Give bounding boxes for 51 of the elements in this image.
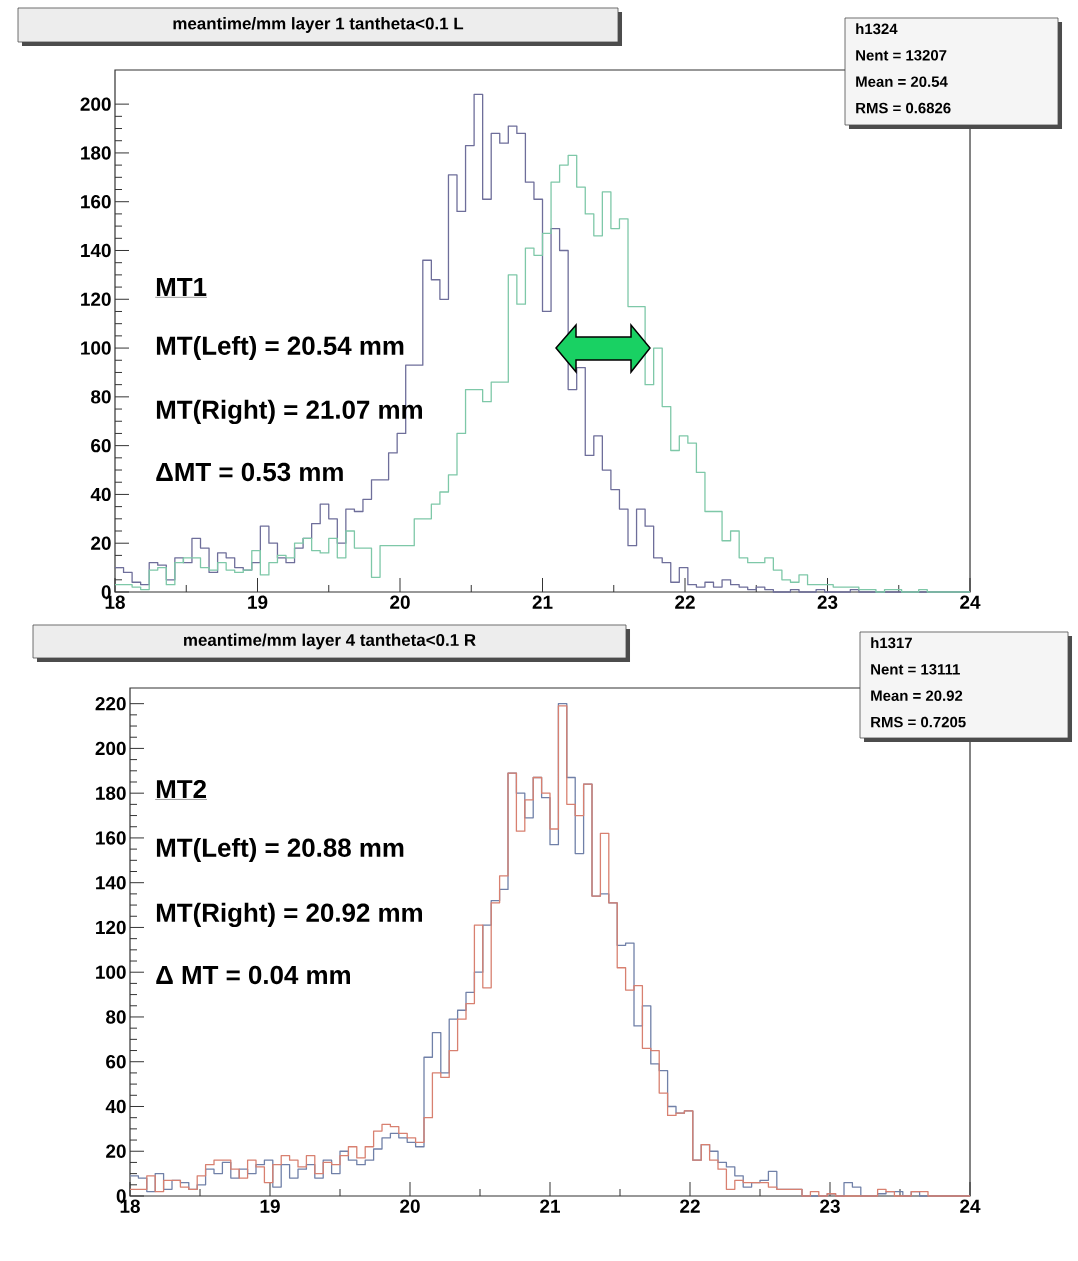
x-tick-label: 22 (680, 1199, 700, 1213)
y-tick-label: 180 (81, 146, 111, 160)
y-tick-label: 80 (106, 1010, 126, 1024)
annotation: Δ MT = 0.04 mm (156, 965, 350, 985)
y-tick-label: 140 (96, 875, 126, 890)
y-tick-label: 120 (81, 292, 111, 306)
y-tick-label: 160 (81, 195, 111, 209)
y-tick-label: 60 (91, 438, 111, 453)
x-tick-label: 20 (390, 595, 410, 609)
y-tick-label: 60 (106, 1055, 126, 1069)
x-tick-label: 23 (817, 595, 838, 609)
y-tick-label: 180 (96, 786, 126, 800)
annotation: ΔMT = 0.53 mm (156, 462, 343, 482)
y-tick-label: 100 (81, 341, 111, 355)
annotation: Mean = 20.54 (856, 76, 948, 87)
y-tick-label: 80 (91, 390, 111, 404)
y-tick-label: 100 (96, 965, 126, 979)
x-tick-label: 24 (960, 1199, 981, 1213)
chart-title: meantime/mm layer 1 tantheta<0.1 L (173, 17, 464, 33)
annotation: Mean = 20.92 (871, 690, 963, 701)
y-tick-label: 160 (96, 831, 126, 845)
x-tick-label: 19 (260, 1199, 280, 1213)
y-tick-label: 20 (91, 536, 111, 550)
y-tick-label: 120 (96, 920, 126, 935)
annotation: MT(Left) = 20.88 mm (156, 837, 404, 863)
y-tick-label: 40 (90, 487, 111, 502)
x-tick-label: 21 (540, 1199, 560, 1213)
text: h1317 (871, 637, 912, 649)
annotation: MT(Right) = 20.92 mm (156, 902, 422, 928)
y-tick-label: 40 (105, 1099, 126, 1114)
x-tick-label: 24 (960, 595, 981, 609)
text: Nent = 13111 (871, 663, 960, 675)
annotation: RMS = 0.6826 (856, 102, 951, 114)
x-tick-label: 21 (532, 595, 553, 609)
x-tick-label: 20 (400, 1199, 420, 1213)
text: Nent = 13207 (856, 49, 947, 61)
x-tick-label: 22 (675, 595, 695, 609)
annotation: MT(Right) = 21.07 mm (156, 399, 422, 425)
x-tick-label: 19 (248, 595, 268, 609)
y-tick-label: 140 (81, 243, 111, 258)
y-tick-label: 220 (95, 696, 126, 711)
annotation: MT2 (156, 779, 206, 799)
y-tick-label: 20 (106, 1144, 126, 1158)
chart-title: meantime/mm layer 4 tantheta<0.1 R (184, 633, 476, 650)
x-tick-label: 23 (820, 1199, 840, 1213)
annotation: MT(Left) = 20.54 mm (156, 335, 404, 361)
annotation: RMS = 0.7205 (871, 716, 966, 728)
annotation: MT1 (156, 278, 207, 296)
y-tick-label: 200 (80, 97, 111, 111)
text: h1324 (856, 23, 898, 35)
y-tick-label: 200 (95, 741, 126, 756)
